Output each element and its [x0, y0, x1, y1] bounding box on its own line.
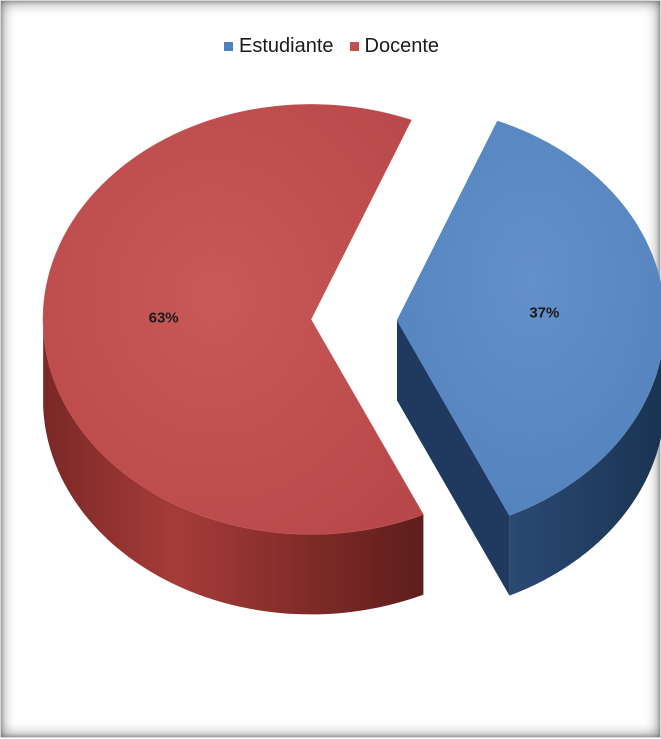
- chart-legend: Estudiante Docente: [1, 35, 661, 58]
- pie-slices: [42, 104, 661, 615]
- slice-docente: [42, 104, 424, 535]
- pie-data-labels: 37% 63%: [149, 305, 560, 327]
- legend-item-docente: Docente: [349, 35, 440, 58]
- data-label-estudiante: 37%: [529, 305, 559, 322]
- slice-docente-rim: [43, 326, 424, 615]
- slice-estudiante: [396, 120, 661, 516]
- data-label-docente: 63%: [149, 309, 179, 326]
- slice-estudiante-rim: [509, 357, 661, 596]
- legend-label-docente: Docente: [364, 35, 440, 57]
- legend-swatch-estudiante: [223, 42, 233, 51]
- legend-label-estudiante: Estudiante: [238, 35, 334, 57]
- legend-item-estudiante: Estudiante: [223, 35, 334, 58]
- legend-swatch-docente: [349, 42, 359, 51]
- slice-estudiante-face-end: [397, 320, 510, 596]
